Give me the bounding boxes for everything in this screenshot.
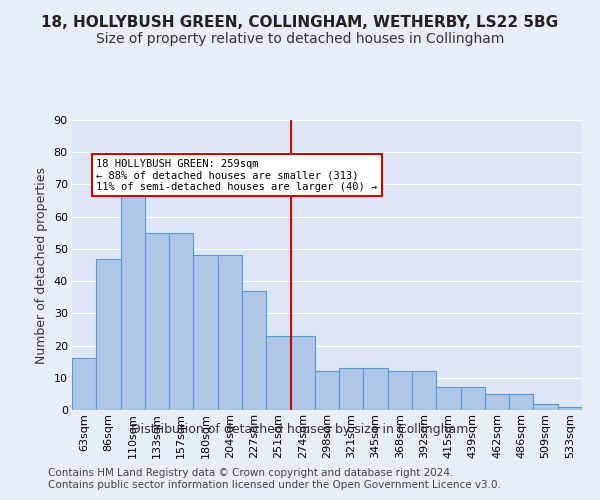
Bar — [436, 388, 461, 410]
Text: Contains HM Land Registry data © Crown copyright and database right 2024.
Contai: Contains HM Land Registry data © Crown c… — [48, 468, 501, 490]
Text: Size of property relative to detached houses in Collingham: Size of property relative to detached ho… — [96, 32, 504, 46]
Bar — [509, 394, 533, 410]
Bar — [388, 372, 412, 410]
Bar — [485, 394, 509, 410]
Y-axis label: Number of detached properties: Number of detached properties — [35, 166, 48, 364]
Bar — [290, 336, 315, 410]
Bar — [169, 233, 193, 410]
Bar — [266, 336, 290, 410]
Bar — [242, 291, 266, 410]
Bar — [412, 372, 436, 410]
Bar — [461, 388, 485, 410]
Bar — [121, 184, 145, 410]
Bar — [218, 256, 242, 410]
Bar — [315, 372, 339, 410]
Bar — [339, 368, 364, 410]
Bar — [72, 358, 96, 410]
Bar — [193, 256, 218, 410]
Bar — [558, 407, 582, 410]
Text: Distribution of detached houses by size in Collingham: Distribution of detached houses by size … — [131, 422, 469, 436]
Bar — [145, 233, 169, 410]
Bar — [364, 368, 388, 410]
Bar — [96, 258, 121, 410]
Bar — [533, 404, 558, 410]
Text: 18 HOLLYBUSH GREEN: 259sqm
← 88% of detached houses are smaller (313)
11% of sem: 18 HOLLYBUSH GREEN: 259sqm ← 88% of deta… — [96, 158, 377, 192]
Text: 18, HOLLYBUSH GREEN, COLLINGHAM, WETHERBY, LS22 5BG: 18, HOLLYBUSH GREEN, COLLINGHAM, WETHERB… — [41, 15, 559, 30]
